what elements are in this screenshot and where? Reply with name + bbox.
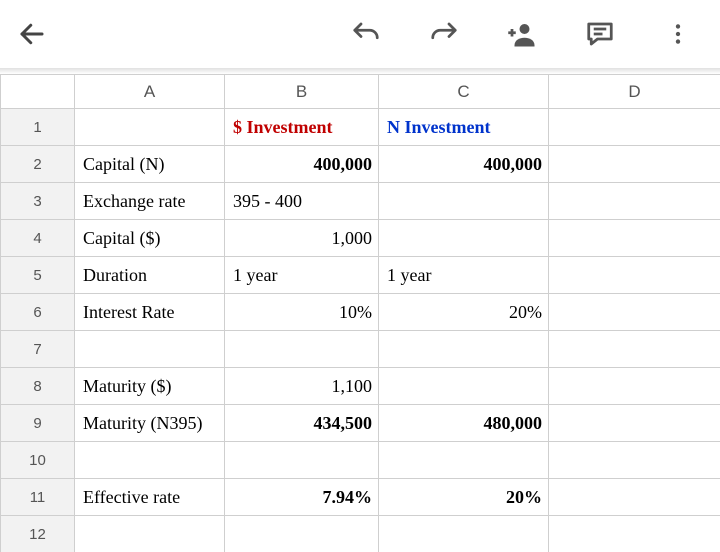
col-header-d[interactable]: D (549, 75, 720, 109)
cell-a6[interactable]: Interest Rate (75, 294, 225, 331)
cell-b8[interactable]: 1,100 (225, 368, 379, 405)
more-button[interactable] (658, 14, 698, 54)
cell-b1[interactable]: $ Investment (225, 109, 379, 146)
cell-c11[interactable]: 20% (379, 479, 549, 516)
cell-a12[interactable] (75, 516, 225, 552)
column-header-row: A B C D (1, 75, 720, 109)
cell-b5[interactable]: 1 year (225, 257, 379, 294)
cell-d7[interactable] (549, 331, 720, 368)
cell-a10[interactable] (75, 442, 225, 479)
row-header[interactable]: 3 (1, 183, 75, 220)
cell-d12[interactable] (549, 516, 720, 552)
row-11: 11 Effective rate 7.94% 20% (1, 479, 720, 516)
redo-icon (429, 19, 459, 49)
col-header-a[interactable]: A (75, 75, 225, 109)
cell-a3[interactable]: Exchange rate (75, 183, 225, 220)
cell-b3[interactable]: 395 - 400 (225, 183, 379, 220)
cell-a7[interactable] (75, 331, 225, 368)
cell-d6[interactable] (549, 294, 720, 331)
row-3: 3 Exchange rate 395 - 400 (1, 183, 720, 220)
cell-c5[interactable]: 1 year (379, 257, 549, 294)
row-header[interactable]: 1 (1, 109, 75, 146)
col-header-c[interactable]: C (379, 75, 549, 109)
row-8: 8 Maturity ($) 1,100 (1, 368, 720, 405)
row-header[interactable]: 10 (1, 442, 75, 479)
cell-b12[interactable] (225, 516, 379, 552)
row-7: 7 (1, 331, 720, 368)
row-6: 6 Interest Rate 10% 20% (1, 294, 720, 331)
cell-c9[interactable]: 480,000 (379, 405, 549, 442)
row-4: 4 Capital ($) 1,000 (1, 220, 720, 257)
row-9: 9 Maturity (N395) 434,500 480,000 (1, 405, 720, 442)
row-header[interactable]: 8 (1, 368, 75, 405)
cell-a4[interactable]: Capital ($) (75, 220, 225, 257)
row-1: 1 $ Investment N Investment (1, 109, 720, 146)
cell-a1[interactable] (75, 109, 225, 146)
comment-icon (585, 19, 615, 49)
cell-b6[interactable]: 10% (225, 294, 379, 331)
cell-c10[interactable] (379, 442, 549, 479)
row-header[interactable]: 12 (1, 516, 75, 552)
row-header[interactable]: 6 (1, 294, 75, 331)
cell-d8[interactable] (549, 368, 720, 405)
row-header[interactable]: 7 (1, 331, 75, 368)
cell-b10[interactable] (225, 442, 379, 479)
cell-c6[interactable]: 20% (379, 294, 549, 331)
more-icon (665, 21, 691, 47)
row-header[interactable]: 11 (1, 479, 75, 516)
cell-b11[interactable]: 7.94% (225, 479, 379, 516)
cell-b9[interactable]: 434,500 (225, 405, 379, 442)
cell-c1[interactable]: N Investment (379, 109, 549, 146)
cell-d2[interactable] (549, 146, 720, 183)
cell-d11[interactable] (549, 479, 720, 516)
row-10: 10 (1, 442, 720, 479)
undo-button[interactable] (346, 14, 386, 54)
cell-b7[interactable] (225, 331, 379, 368)
row-2: 2 Capital (N) 400,000 400,000 (1, 146, 720, 183)
cell-c8[interactable] (379, 368, 549, 405)
redo-button[interactable] (424, 14, 464, 54)
cell-d4[interactable] (549, 220, 720, 257)
cell-d9[interactable] (549, 405, 720, 442)
cell-d5[interactable] (549, 257, 720, 294)
cell-c3[interactable] (379, 183, 549, 220)
row-12: 12 (1, 516, 720, 552)
sheet-grid: A B C D 1 $ Investment N Investment 2 Ca… (0, 74, 720, 552)
cell-b2[interactable]: 400,000 (225, 146, 379, 183)
cell-a5[interactable]: Duration (75, 257, 225, 294)
back-icon (17, 19, 47, 49)
cell-b4[interactable]: 1,000 (225, 220, 379, 257)
add-person-icon (507, 19, 537, 49)
row-header[interactable]: 2 (1, 146, 75, 183)
cell-a9[interactable]: Maturity (N395) (75, 405, 225, 442)
cell-d1[interactable] (549, 109, 720, 146)
back-button[interactable] (12, 14, 52, 54)
toolbar (0, 0, 720, 68)
cell-c7[interactable] (379, 331, 549, 368)
cell-a2[interactable]: Capital (N) (75, 146, 225, 183)
comment-button[interactable] (580, 14, 620, 54)
cell-d3[interactable] (549, 183, 720, 220)
row-header[interactable]: 9 (1, 405, 75, 442)
cell-c2[interactable]: 400,000 (379, 146, 549, 183)
add-person-button[interactable] (502, 14, 542, 54)
undo-icon (351, 19, 381, 49)
cell-a11[interactable]: Effective rate (75, 479, 225, 516)
row-5: 5 Duration 1 year 1 year (1, 257, 720, 294)
cell-a8[interactable]: Maturity ($) (75, 368, 225, 405)
col-header-b[interactable]: B (225, 75, 379, 109)
spreadsheet[interactable]: A B C D 1 $ Investment N Investment 2 Ca… (0, 74, 720, 552)
row-header[interactable]: 4 (1, 220, 75, 257)
cell-d10[interactable] (549, 442, 720, 479)
corner-cell[interactable] (1, 75, 75, 109)
cell-c12[interactable] (379, 516, 549, 552)
row-header[interactable]: 5 (1, 257, 75, 294)
cell-c4[interactable] (379, 220, 549, 257)
